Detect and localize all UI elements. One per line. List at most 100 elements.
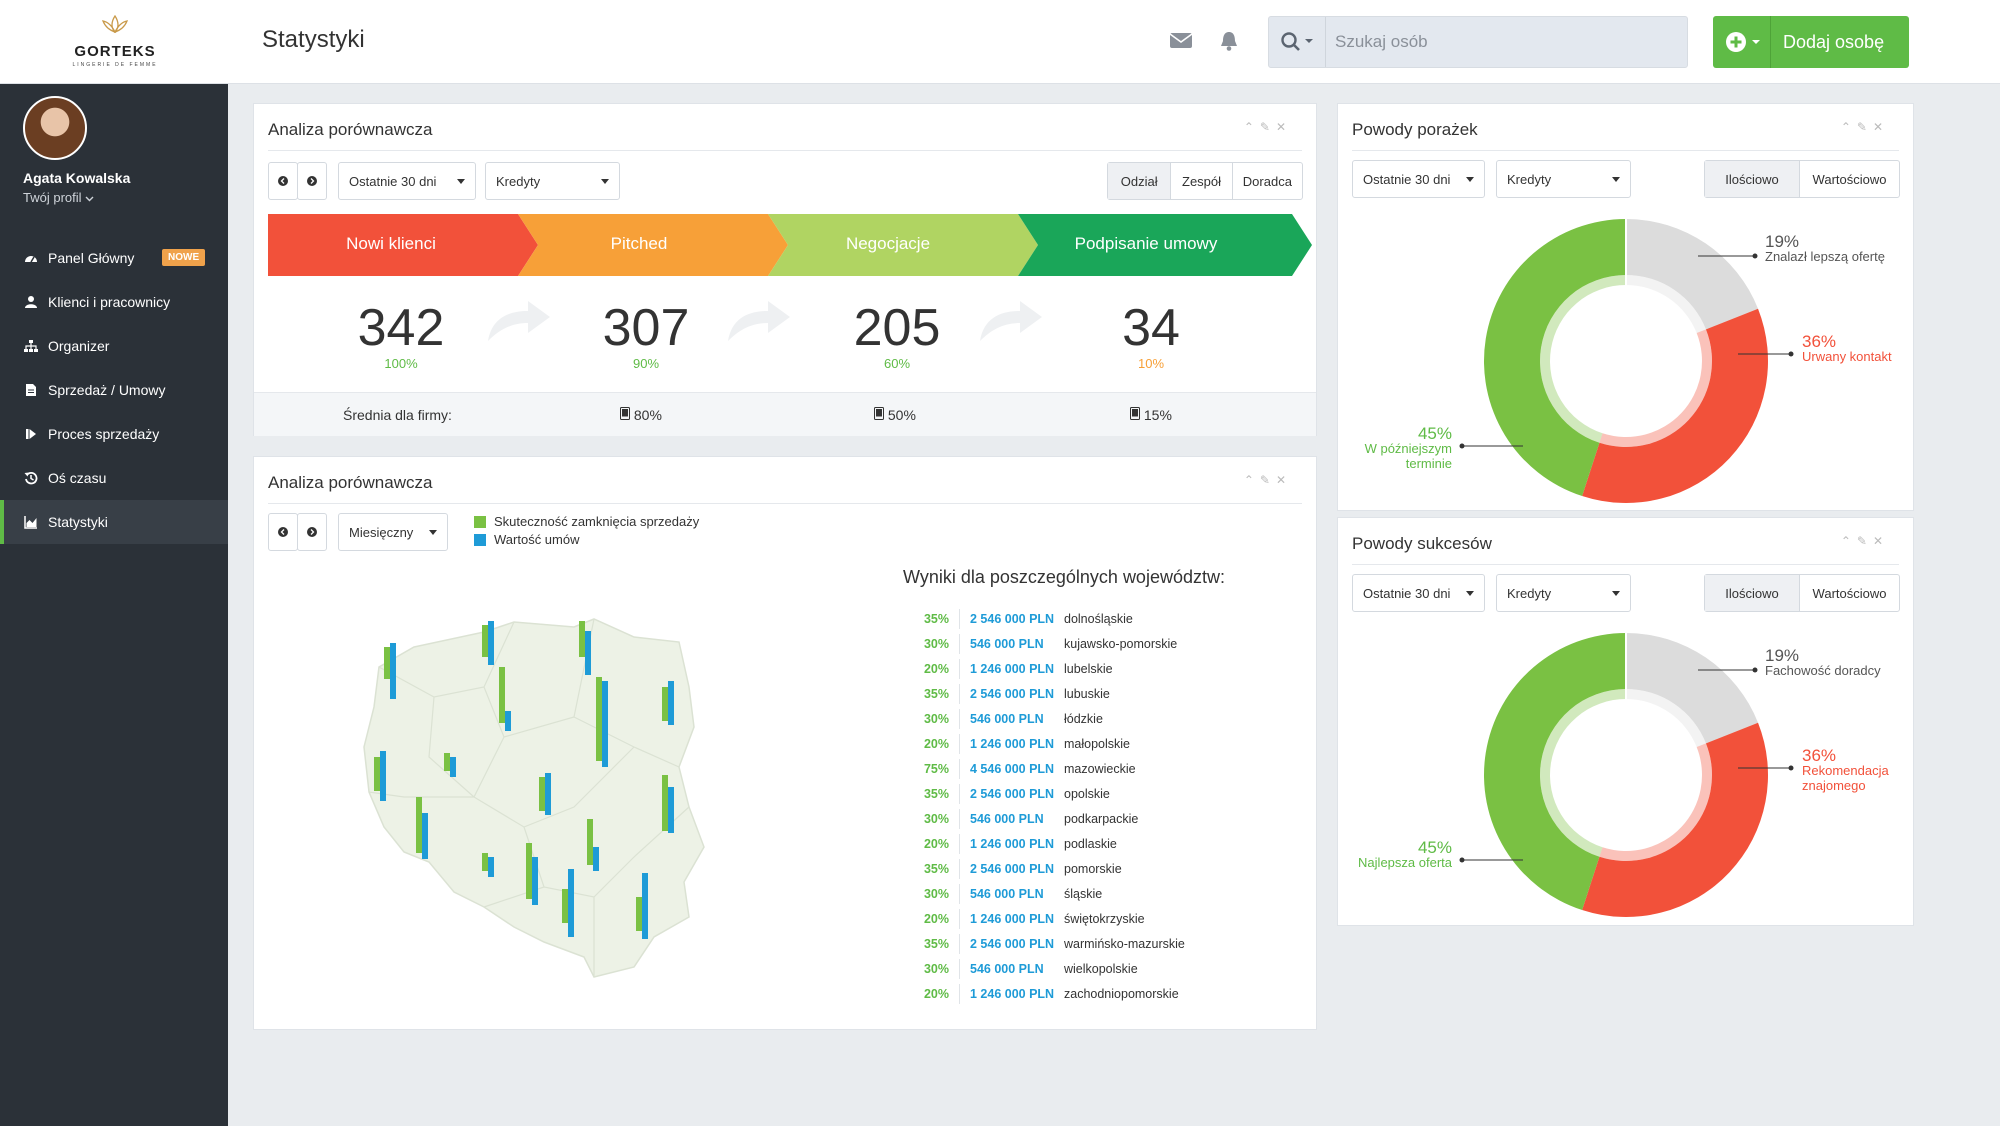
prev-button[interactable] xyxy=(268,513,298,551)
bell-icon[interactable] xyxy=(1218,30,1244,54)
next-button[interactable] xyxy=(297,162,327,200)
label-slice-3: 45% W późniejszym terminie xyxy=(1358,425,1452,471)
bar-pair-swietokrzyskie xyxy=(587,819,599,871)
donut-slice[interactable] xyxy=(1582,308,1768,503)
add-dropdown[interactable] xyxy=(1713,16,1771,68)
metric-value: Kredyty xyxy=(1507,171,1552,187)
label-slice-1: 19% Znalazł lepszą ofertę xyxy=(1765,232,1885,264)
period-select[interactable]: Miesięczny xyxy=(338,513,448,551)
sidebar-item-klienci[interactable]: Klienci i pracownicy xyxy=(0,280,228,324)
metric-select[interactable]: Kredyty xyxy=(1496,160,1631,198)
legend-item-2: Wartość umów xyxy=(474,532,579,547)
average-value: 15% xyxy=(1143,407,1172,423)
funnel-chart xyxy=(268,214,1312,276)
collapse-icon[interactable]: ⌃ xyxy=(1840,120,1857,134)
sidebar-item-organizer[interactable]: Organizer xyxy=(0,324,228,368)
page-title: Statystyki xyxy=(262,26,365,53)
bar-pair-mazowieckie xyxy=(596,677,608,767)
lotus-logo-icon xyxy=(101,14,129,34)
slice-pct: 36% xyxy=(1802,746,1837,765)
search-input[interactable] xyxy=(1335,17,1675,67)
tab-zespol[interactable]: Zespół xyxy=(1171,163,1233,199)
next-button[interactable] xyxy=(297,513,327,551)
bar-pair-lubuskie xyxy=(374,751,386,801)
collapse-icon[interactable]: ⌃ xyxy=(1243,120,1260,134)
donut-slice[interactable] xyxy=(1626,219,1759,330)
collapse-icon[interactable]: ⌃ xyxy=(1840,534,1857,548)
result-pct: 20% xyxy=(914,909,960,929)
result-region: mazowieckie xyxy=(1064,762,1136,776)
sidebar-item-panel-glowny[interactable]: Panel Główny NOWE xyxy=(0,236,228,280)
donut-slice[interactable] xyxy=(1484,219,1626,497)
average-2: 50% xyxy=(874,407,916,423)
prev-button[interactable] xyxy=(268,162,298,200)
close-icon[interactable]: ✕ xyxy=(1275,120,1292,134)
tab-odzial[interactable]: Odział xyxy=(1108,163,1172,199)
add-person-button[interactable]: Dodaj osobę xyxy=(1713,16,1909,68)
legend-swatch xyxy=(474,533,486,546)
close-icon[interactable]: ✕ xyxy=(1872,534,1889,548)
period-select[interactable]: Ostatnie 30 dni xyxy=(338,162,476,200)
sidebar-item-label: Organizer xyxy=(48,338,110,354)
avatar[interactable] xyxy=(23,96,87,160)
brand-logo[interactable]: GORTEKS LINGERIE DE FEMME xyxy=(60,14,170,72)
sidebar-item-sprzedaz[interactable]: Sprzedaż / Umowy xyxy=(0,368,228,412)
sidebar-item-statystyki[interactable]: Statystyki xyxy=(0,500,228,544)
result-value: 1 246 000 PLN xyxy=(970,987,1055,1001)
slice-text: Najlepsza oferta xyxy=(1358,855,1452,870)
slice-pct: 19% xyxy=(1765,232,1800,251)
label-slice-2: 36% Urwany kontakt xyxy=(1802,333,1892,364)
add-person-label: Dodaj osobę xyxy=(1783,32,1885,52)
stage-value-3: 205 xyxy=(853,299,941,357)
donut-slice[interactable] xyxy=(1582,722,1768,917)
tab-doradca[interactable]: Doradca xyxy=(1242,173,1292,189)
search-dropdown-button[interactable] xyxy=(1269,17,1326,67)
funnel-stage-1 xyxy=(268,214,538,276)
period-value: Ostatnie 30 dni xyxy=(1363,171,1451,187)
sidebar-item-os-czasu[interactable]: Oś czasu xyxy=(0,456,228,500)
user-name: Agata Kowalska xyxy=(23,170,131,186)
metric-select[interactable]: Kredyty xyxy=(485,162,620,200)
metric-value: Kredyty xyxy=(1507,585,1552,601)
wrench-icon[interactable]: ✎ xyxy=(1259,473,1276,487)
average-1: 80% xyxy=(620,407,662,423)
profile-link[interactable]: Twój profil xyxy=(23,190,94,205)
wrench-icon[interactable]: ✎ xyxy=(1856,120,1873,134)
funnel-stage-3 xyxy=(768,214,1038,276)
tab-ilosciowo[interactable]: Ilościowo xyxy=(1705,161,1801,197)
close-icon[interactable]: ✕ xyxy=(1872,120,1889,134)
regional-panel: Analiza porównawcza ⌃✎✕ Miesięczny Skute… xyxy=(253,456,1317,1030)
envelope-icon[interactable] xyxy=(1169,30,1195,54)
collapse-icon[interactable]: ⌃ xyxy=(1243,473,1260,487)
period-select[interactable]: Ostatnie 30 dni xyxy=(1352,574,1485,612)
arrow-right-icon xyxy=(728,301,790,341)
close-icon[interactable]: ✕ xyxy=(1275,473,1292,487)
donut-slice[interactable] xyxy=(1626,633,1759,744)
wrench-icon[interactable]: ✎ xyxy=(1259,120,1276,134)
result-region: warmińsko-mazurskie xyxy=(1064,937,1185,951)
result-region: małopolskie xyxy=(1064,737,1131,751)
top-bar: GORTEKS LINGERIE DE FEMME Statystyki Dod… xyxy=(0,0,2000,84)
result-pct: 35% xyxy=(914,684,960,704)
donut-slice[interactable] xyxy=(1484,633,1626,911)
tab-wartosciowo[interactable]: Wartościowo xyxy=(1812,585,1887,601)
sidebar-item-proces[interactable]: Proces sprzedaży xyxy=(0,412,228,456)
sidebar: Agata Kowalska Twój profil Panel Główny … xyxy=(0,84,228,1126)
average-3: 15% xyxy=(1130,407,1172,423)
stage-pct-1: 100% xyxy=(384,356,418,371)
result-pct: 30% xyxy=(914,709,960,729)
period-select[interactable]: Ostatnie 30 dni xyxy=(1352,160,1485,198)
wrench-icon[interactable]: ✎ xyxy=(1856,534,1873,548)
tablet-icon xyxy=(620,407,630,420)
result-row: 20% 1 246 000 PLN małopolskie xyxy=(914,734,1130,754)
bar-pair-podkarpackie xyxy=(636,873,648,939)
chevron-left-icon xyxy=(278,176,288,186)
result-value: 1 246 000 PLN xyxy=(970,912,1055,926)
tab-wartosciowo[interactable]: Wartościowo xyxy=(1812,171,1887,187)
map-bars xyxy=(374,621,674,939)
period-value: Ostatnie 30 dni xyxy=(1363,585,1451,601)
tab-ilosciowo[interactable]: Ilościowo xyxy=(1705,575,1801,611)
metric-select[interactable]: Kredyty xyxy=(1496,574,1631,612)
metric-value: Kredyty xyxy=(496,173,541,189)
poland-map xyxy=(363,618,705,978)
